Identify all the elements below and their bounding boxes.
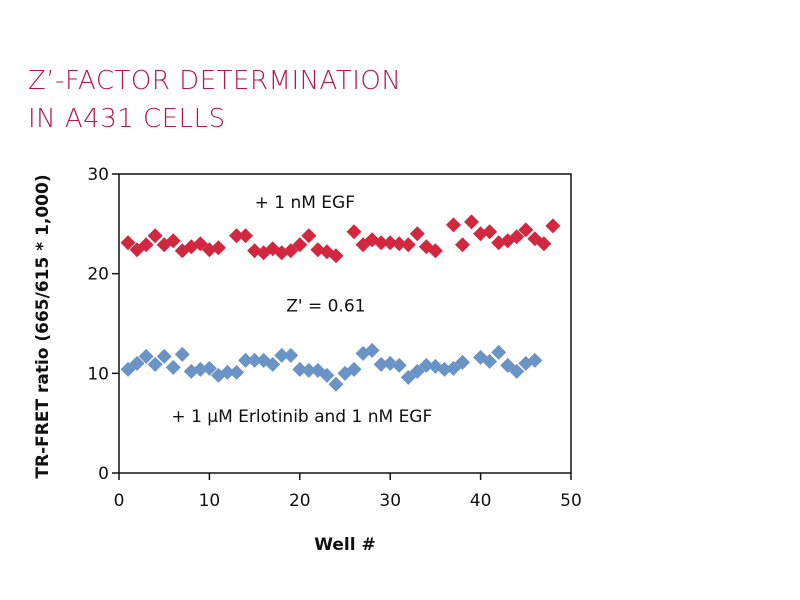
- chart-title-line-1: Z’-FACTOR DETERMINATION: [28, 66, 402, 96]
- x-tick-label: 40: [470, 491, 492, 511]
- data-point: [165, 233, 181, 249]
- data-point: [201, 360, 217, 376]
- y-tick-label: 10: [87, 364, 109, 384]
- data-point: [527, 352, 543, 368]
- x-axis-title: Well #: [314, 535, 376, 555]
- data-point: [229, 228, 245, 244]
- annotation: + 1 µM Erlotinib and 1 nM EGF: [171, 407, 432, 427]
- plot-frame: [118, 173, 572, 474]
- data-point: [436, 361, 452, 377]
- data-point: [536, 236, 552, 252]
- y-axis-ticks: 0 10 20 30: [87, 165, 119, 484]
- x-tick-label: 10: [199, 491, 221, 511]
- data-point: [391, 236, 407, 252]
- data-point: [328, 248, 344, 264]
- data-point: [400, 369, 416, 385]
- chart-title-line-2: IN A431 CELLS: [28, 104, 226, 134]
- data-point: [445, 217, 461, 233]
- x-tick-label: 30: [379, 491, 401, 511]
- data-point: [364, 342, 380, 358]
- x-axis-ticks: 0 10 20 30 40 50: [114, 473, 582, 511]
- y-tick-label: 30: [87, 165, 109, 185]
- data-point: [391, 357, 407, 373]
- y-tick-label: 20: [87, 265, 109, 285]
- data-point: [427, 243, 443, 259]
- data-point: [418, 357, 434, 373]
- data-point: [138, 237, 154, 253]
- data-point: [346, 224, 362, 240]
- data-point: [192, 361, 208, 377]
- x-tick-label: 0: [114, 491, 125, 511]
- data-point: [247, 352, 263, 368]
- annotation: + 1 nM EGF: [255, 193, 355, 213]
- data-point: [409, 363, 425, 379]
- data-point: [455, 354, 471, 370]
- data-point: [301, 228, 317, 244]
- data-point: [445, 360, 461, 376]
- data-point: [174, 346, 190, 362]
- data-point: [482, 353, 498, 369]
- data-point: [147, 356, 163, 372]
- x-tick-label: 20: [289, 491, 311, 511]
- chart-title: Z’-FACTOR DETERMINATION IN A431 CELLS: [28, 62, 401, 138]
- data-point: [328, 376, 344, 392]
- y-axis-title: TR-FRET ratio (665/615 * 1,000): [33, 174, 53, 478]
- data-point: [292, 237, 308, 253]
- data-point: [509, 229, 525, 245]
- data-point: [500, 357, 516, 373]
- data-point: [219, 364, 235, 380]
- data-point: [138, 348, 154, 364]
- data-point: [319, 367, 335, 383]
- data-point: [247, 243, 263, 259]
- data-point: [464, 214, 480, 230]
- data-point: [265, 356, 281, 372]
- data-point: [120, 235, 136, 251]
- data-point: [400, 237, 416, 253]
- data-point: [373, 356, 389, 372]
- data-point: [491, 344, 507, 360]
- data-point: [509, 363, 525, 379]
- data-point: [518, 222, 534, 238]
- data-point: [292, 361, 308, 377]
- data-point: [409, 226, 425, 242]
- data-point: [283, 243, 299, 259]
- annotation: Z' = 0.61: [286, 297, 365, 317]
- data-point: [283, 347, 299, 363]
- data-point: [210, 240, 226, 256]
- data-point: [482, 224, 498, 240]
- data-point: [129, 355, 145, 371]
- data-point: [120, 361, 136, 377]
- data-point: [274, 347, 290, 363]
- data-point: [382, 235, 398, 251]
- data-point: [165, 359, 181, 375]
- data-point: [192, 236, 208, 252]
- data-point: [373, 235, 389, 251]
- data-point: [545, 218, 561, 234]
- data-point: [455, 237, 471, 253]
- chart-annotations: + 1 nM EGF Z' = 0.61 + 1 µM Erlotinib and …: [171, 193, 432, 427]
- data-point: [147, 228, 163, 244]
- data-point: [346, 361, 362, 377]
- x-tick-label: 50: [560, 491, 582, 511]
- data-point: [156, 348, 172, 364]
- data-point: [229, 364, 245, 380]
- y-tick-label: 0: [98, 464, 109, 484]
- series-erlotinib: [120, 342, 543, 392]
- series-egf: [120, 214, 561, 264]
- data-point: [238, 228, 254, 244]
- plot-border: [118, 173, 572, 474]
- data-point: [238, 352, 254, 368]
- data-point: [301, 362, 317, 378]
